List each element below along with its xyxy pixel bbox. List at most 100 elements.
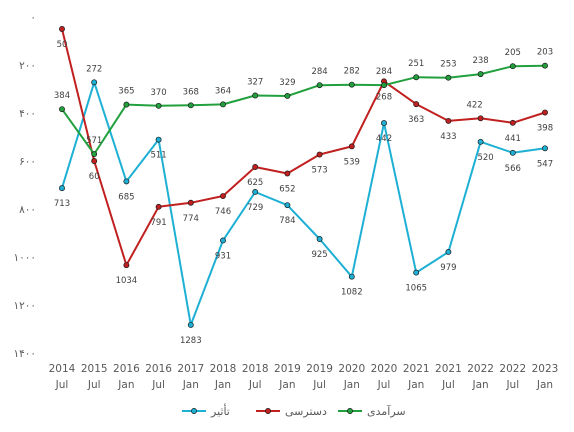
legend-label: دسترسی bbox=[285, 405, 327, 418]
impact-data-label: 1082 bbox=[341, 288, 363, 298]
x-tick-label: 2014 Jul bbox=[49, 363, 76, 391]
x-tick-label: 2019 Jan bbox=[274, 363, 301, 391]
x-tick-label: 2021 Jul bbox=[435, 363, 462, 391]
excellence-data-point bbox=[381, 82, 387, 89]
access-data-point bbox=[187, 199, 194, 206]
access-data-label: 652 bbox=[279, 184, 295, 194]
excellence-data-label: 365 bbox=[118, 87, 134, 97]
access-data-label: 625 bbox=[247, 178, 263, 188]
access-data-label: 791 bbox=[150, 218, 166, 228]
legend-label: تأثیر bbox=[210, 403, 230, 418]
x-tick-label: 2018 Jan bbox=[210, 363, 237, 391]
access-data-point bbox=[413, 101, 420, 108]
access-data-point bbox=[123, 262, 130, 269]
excellence-data-point bbox=[413, 74, 420, 81]
impact-data-point bbox=[91, 79, 98, 86]
legend-marker bbox=[265, 408, 271, 414]
excellence-data-label: 284 bbox=[376, 67, 392, 77]
legend-marker bbox=[347, 408, 353, 414]
y-tick-label: ۱۴۰۰ bbox=[13, 348, 36, 360]
impact-data-point bbox=[348, 273, 355, 280]
access-data-point bbox=[477, 115, 484, 122]
access-data-label: 60 bbox=[89, 172, 100, 182]
impact-data-label: 1283 bbox=[180, 336, 202, 346]
impact-data-point bbox=[252, 189, 259, 195]
excellence-data-point bbox=[316, 82, 323, 89]
excellence-data-label: 384 bbox=[54, 91, 70, 101]
impact-data-point bbox=[155, 136, 162, 143]
impact-data-label: 272 bbox=[86, 64, 102, 74]
excellence-data-label: 205 bbox=[505, 48, 521, 58]
access-data-point bbox=[252, 164, 259, 170]
excellence-data-point bbox=[445, 74, 452, 81]
access-data-point bbox=[59, 26, 65, 32]
x-tick-label: 2016 Jan bbox=[113, 363, 140, 391]
impact-data-point bbox=[381, 120, 387, 127]
excellence-data-label: 571 bbox=[86, 136, 102, 146]
x-tick-label: 2020 Jan bbox=[338, 363, 365, 391]
access-data-point bbox=[348, 143, 355, 150]
access-data-label: 539 bbox=[344, 157, 360, 167]
access-series: 50 60 1034 791 774 746 625 652 573 539 268 363 433 42… bbox=[57, 26, 553, 286]
excellence-data-point bbox=[155, 102, 162, 109]
impact-data-point bbox=[59, 185, 65, 192]
impact-data-point bbox=[220, 237, 226, 244]
excellence-data-point bbox=[284, 93, 291, 99]
excellence-data-point bbox=[91, 151, 98, 157]
access-data-label: 774 bbox=[183, 214, 199, 224]
excellence-data-label: 327 bbox=[247, 77, 263, 87]
x-tick-label: 2022 Jan bbox=[467, 363, 494, 391]
access-data-point bbox=[284, 170, 291, 177]
access-data-label: 1034 bbox=[116, 276, 138, 286]
excellence-data-point bbox=[123, 101, 130, 108]
impact-series-line bbox=[61, 81, 546, 326]
x-tick-label: 2020 Jul bbox=[371, 363, 398, 391]
access-data-label: 50 bbox=[57, 40, 68, 50]
x-tick-label: 2022 Jul bbox=[499, 363, 526, 391]
impact-data-point bbox=[413, 269, 420, 276]
impact-data-label: 685 bbox=[118, 192, 134, 202]
access-data-point bbox=[155, 203, 162, 210]
access-data-label: 433 bbox=[440, 132, 456, 142]
y-tick-label: ۸۰۰ bbox=[19, 204, 36, 216]
x-tick-label: 2019 Jul bbox=[306, 363, 333, 391]
excellence-data-label: 238 bbox=[472, 56, 488, 66]
impact-data-point bbox=[509, 149, 516, 156]
y-tick-label: ۶۰۰ bbox=[19, 156, 36, 168]
legend: تأثیر دسترسی سرآمدی bbox=[182, 403, 406, 418]
impact-data-label: 511 bbox=[150, 151, 166, 161]
impact-data-label: 729 bbox=[247, 203, 263, 213]
access-series-line bbox=[61, 28, 546, 267]
legend-marker bbox=[191, 408, 197, 414]
y-tick-label: ۰ bbox=[30, 12, 36, 24]
excellence-data-label: 364 bbox=[215, 86, 231, 96]
excellence-series: 384 571 365 370 368 364 327 329 284 282 284 251 253 2… bbox=[54, 48, 553, 157]
impact-data-point bbox=[542, 145, 548, 152]
x-tick-label: 2023 Jan bbox=[532, 363, 559, 391]
excellence-data-point bbox=[509, 63, 516, 70]
excellence-data-point bbox=[59, 106, 65, 113]
x-tick-label: 2021 Jan bbox=[403, 363, 430, 391]
excellence-data-label: 203 bbox=[537, 48, 553, 58]
impact-data-label: 925 bbox=[311, 250, 327, 260]
access-data-point bbox=[542, 109, 548, 116]
impact-data-point bbox=[187, 321, 194, 328]
impact-data-label: 979 bbox=[440, 263, 456, 273]
impact-data-label: 784 bbox=[279, 216, 295, 226]
impact-data-point bbox=[123, 178, 130, 185]
impact-data-label: 520 bbox=[477, 153, 493, 163]
x-tick-label: 2017 Jan bbox=[177, 363, 204, 391]
legend-item-impact: تأثیر bbox=[182, 403, 230, 418]
impact-data-label: 442 bbox=[376, 134, 392, 144]
x-tick-label: 2018 Jul bbox=[242, 363, 269, 391]
access-data-label: 268 bbox=[376, 92, 392, 102]
access-data-label: 573 bbox=[311, 166, 327, 176]
excellence-data-point bbox=[220, 101, 226, 108]
y-tick-label: ۱۲۰۰ bbox=[13, 300, 36, 312]
y-tick-label: ۲۰۰ bbox=[19, 60, 36, 72]
excellence-data-point bbox=[348, 81, 355, 88]
access-data-label: 441 bbox=[505, 134, 521, 144]
excellence-data-point bbox=[252, 92, 259, 99]
